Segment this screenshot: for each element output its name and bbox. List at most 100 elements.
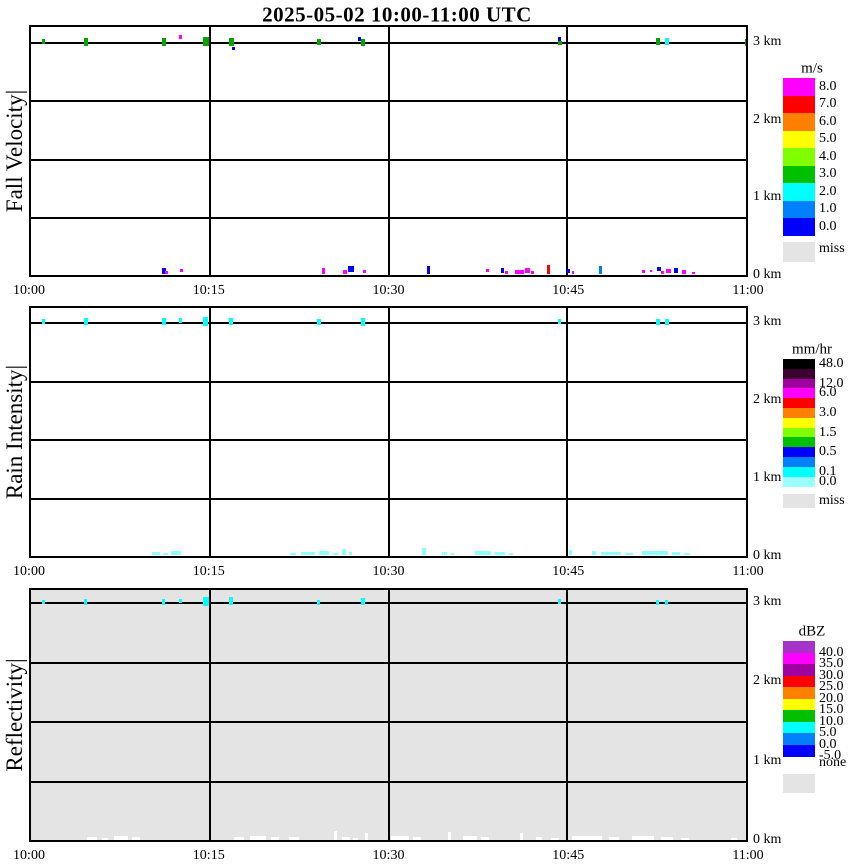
data-mark	[601, 552, 621, 555]
x-tick-label: 10:15	[192, 283, 225, 298]
legend-band	[783, 710, 815, 722]
legend-band	[783, 427, 815, 438]
legend-band	[783, 398, 815, 409]
data-mark	[322, 268, 325, 274]
axis-label-rain-intensity: Rain Intensity|	[2, 364, 27, 500]
legend-band	[783, 359, 815, 369]
data-mark	[391, 836, 409, 840]
data-mark	[162, 268, 166, 274]
data-mark	[353, 838, 358, 840]
legend-band	[783, 675, 815, 688]
data-mark	[42, 319, 45, 324]
data-mark	[42, 39, 45, 44]
legend-band	[783, 664, 815, 676]
data-mark	[665, 600, 668, 605]
data-mark	[232, 47, 235, 50]
data-mark	[180, 269, 183, 272]
legend-value-label: -5.0	[819, 748, 842, 764]
data-mark	[317, 600, 320, 605]
legend-band	[783, 721, 815, 734]
axis-label-fall-velocity: Fall Velocity|	[2, 89, 27, 213]
gridline-vertical	[388, 590, 390, 840]
legend-band	[783, 130, 815, 149]
data-mark	[475, 551, 491, 555]
gridline-horizontal	[31, 721, 746, 723]
plot-area-rain-intensity	[29, 306, 748, 558]
legend-band	[783, 641, 815, 653]
legend-value-label: 7.0	[819, 96, 837, 112]
axis-label-reflectivity: Reflectivity|	[2, 658, 27, 772]
data-mark	[642, 270, 645, 273]
data-mark	[569, 550, 572, 555]
legend-value-label: 5.0	[819, 725, 837, 741]
x-tick-label: 10:00	[13, 564, 45, 579]
legend-band	[783, 113, 815, 131]
legend-value-label: 2.0	[819, 183, 837, 199]
legend-miss-label: miss	[819, 493, 845, 508]
data-mark	[592, 551, 596, 555]
y-tick-label: 3 km	[753, 34, 782, 49]
data-mark	[319, 551, 329, 555]
data-mark	[515, 270, 524, 274]
legend-value-label: 3.0	[819, 166, 837, 182]
legend-band	[783, 466, 815, 477]
data-mark	[558, 319, 561, 324]
gridline-vertical	[209, 27, 211, 275]
legend-value-label: 1.5	[819, 424, 837, 440]
x-tick-label: 10:30	[372, 564, 405, 579]
gridline-vertical	[388, 308, 390, 556]
data-mark	[317, 319, 321, 325]
x-tick-label: 10:00	[13, 848, 45, 863]
y-tick-label: 0 km	[753, 267, 782, 282]
data-mark	[665, 319, 669, 325]
data-mark	[229, 38, 234, 46]
y-tick-label: 1 km	[753, 752, 782, 768]
legend-value-label: 15.0	[819, 702, 844, 718]
x-tick-label: 10:45	[552, 283, 585, 298]
legend-title-mmhr: mm/hr	[792, 341, 832, 358]
data-mark	[152, 552, 160, 555]
legend-value-label: 6.0	[819, 385, 837, 401]
data-mark	[271, 837, 279, 840]
data-mark	[250, 836, 266, 840]
legend-value-label: 5.0	[819, 131, 837, 147]
legend-band	[783, 437, 815, 448]
plot-area-fall-velocity	[29, 25, 748, 277]
data-mark	[463, 836, 477, 840]
gridline-horizontal	[31, 662, 746, 664]
data-mark	[422, 548, 426, 555]
legend-value-label: 40.0	[819, 644, 844, 660]
data-mark	[413, 837, 421, 840]
data-mark	[317, 39, 321, 45]
data-mark	[290, 553, 296, 555]
page-title: 2025-05-02 10:00-11:00 UTC	[262, 2, 532, 27]
data-mark	[365, 833, 368, 840]
gridline-3km	[31, 602, 746, 604]
data-mark	[333, 553, 338, 555]
data-mark	[505, 271, 508, 274]
data-mark	[547, 265, 550, 274]
data-mark	[531, 271, 534, 274]
y-tick-label: 1 km	[753, 189, 782, 205]
data-mark	[451, 553, 454, 555]
legend-value-label: 35.0	[819, 656, 844, 672]
data-mark	[666, 269, 671, 273]
data-mark	[558, 41, 562, 45]
gridline-vertical	[388, 27, 390, 275]
data-mark	[163, 553, 168, 555]
legend-miss-label: none	[819, 755, 847, 770]
legend-value-label: 4.0	[819, 148, 837, 164]
legend-value-label: 0.1	[819, 463, 837, 479]
data-mark	[609, 837, 619, 840]
gridline-horizontal	[31, 159, 746, 161]
data-mark	[509, 553, 513, 555]
y-tick-label: 0 km	[753, 832, 782, 847]
data-mark	[179, 35, 182, 39]
data-mark	[162, 599, 165, 605]
data-mark	[349, 552, 352, 555]
data-mark	[171, 551, 181, 555]
data-mark	[745, 39, 746, 46]
legend-value-label: 0.0	[819, 218, 837, 234]
data-mark	[229, 318, 233, 325]
legend-value-label: 30.0	[819, 667, 844, 683]
